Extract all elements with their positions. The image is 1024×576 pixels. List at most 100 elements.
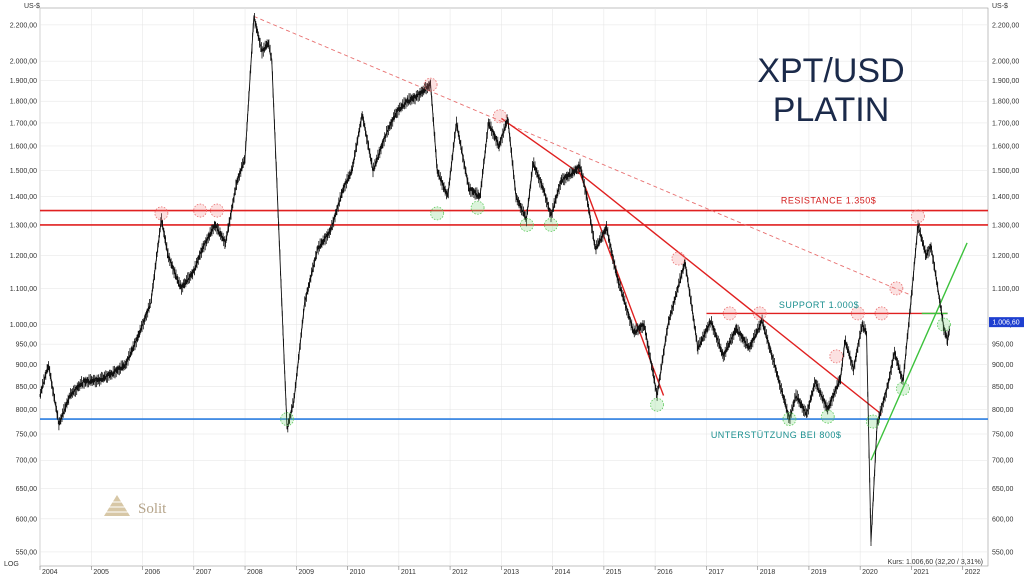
x-tick-label: 2011 <box>401 569 416 576</box>
y-tick-label: 1.200,00 <box>10 253 37 260</box>
trendline <box>253 15 912 296</box>
pyramid-icon <box>104 495 130 516</box>
y-tick-label: 600,00 <box>16 516 38 523</box>
trendline <box>870 242 968 461</box>
y-tick-label: 800,00 <box>992 407 1014 414</box>
resistance-marker <box>193 203 208 218</box>
chart-title: XPT/USD <box>757 52 904 90</box>
resistance-marker <box>850 306 865 321</box>
support-marker <box>782 412 797 426</box>
resistance-marker <box>722 306 737 321</box>
x-tick-label: 2018 <box>760 569 776 576</box>
support-marker <box>430 206 445 221</box>
resistance-marker <box>911 209 925 224</box>
x-tick-label: 2021 <box>914 569 930 576</box>
y-tick-label: 950,00 <box>992 342 1014 349</box>
support-marker <box>937 317 951 332</box>
support-marker <box>519 218 534 232</box>
last-price-tag: 1.006,60 <box>989 317 1024 328</box>
x-tick-label: 2012 <box>452 569 468 576</box>
y-tick-label: 600,00 <box>992 516 1014 523</box>
y-tick-label: 1.400,00 <box>10 194 37 201</box>
y-axis-left: 550,00 600,00 650,00 700,00 750,00 800,00 850,… <box>10 22 37 556</box>
trendline <box>501 117 583 177</box>
price-series <box>39 13 951 546</box>
support-marker <box>470 200 485 215</box>
support-annotation: SUPPORT 1.000$ <box>779 300 859 310</box>
y-tick-label: 1.900,00 <box>992 78 1019 85</box>
resistance-marker <box>874 306 889 321</box>
y-tick-label: 850,00 <box>992 384 1014 391</box>
y-axis-right: 550,00 600,00 650,00 700,00 750,00 800,00 850,… <box>992 22 1019 556</box>
resistance-marker <box>889 281 904 296</box>
y-tick-label: 1.900,00 <box>10 78 37 85</box>
logo-text: Solit <box>138 501 167 517</box>
support-marker <box>820 409 835 424</box>
y-tick-label: 1.500,00 <box>992 168 1019 175</box>
chart-subtitle: PLATIN <box>773 91 890 129</box>
y-tick-label: 550,00 <box>992 549 1014 556</box>
y-tick-label: 750,00 <box>16 432 38 439</box>
resistance-annotation: RESISTANCE 1.350$ <box>781 196 876 206</box>
y-tick-label: 1.500,00 <box>10 168 37 175</box>
y-tick-label: 800,00 <box>16 407 38 414</box>
y-tick-label: 550,00 <box>16 549 38 556</box>
x-tick-label: 2016 <box>657 569 673 576</box>
support-marker <box>544 218 558 232</box>
y-tick-label: 950,00 <box>16 342 38 349</box>
y-tick-label: 1.300,00 <box>992 222 1019 229</box>
x-tick-label: 2013 <box>503 569 519 576</box>
x-tick-label: 2020 <box>862 569 878 576</box>
resistance-marker <box>210 203 224 218</box>
y-tick-label: 1.700,00 <box>992 120 1019 127</box>
x-tick-label: 2014 <box>555 569 571 576</box>
y-tick-label: 1.300,00 <box>10 222 37 229</box>
resistance-marker <box>154 206 169 221</box>
support-marker <box>280 412 295 426</box>
y-tick-label: 1.200,00 <box>992 253 1019 260</box>
resistance-marker <box>492 109 507 124</box>
x-tick-label: 2007 <box>196 569 212 576</box>
y-tick-label: 1.400,00 <box>992 194 1019 201</box>
y-tick-label: 700,00 <box>992 458 1014 465</box>
pivot-markers <box>154 77 951 429</box>
y-tick-label: 2.200,00 <box>992 22 1019 29</box>
kurs-footer: Kurs: 1.006,60 (32,20 / 3,31%) <box>888 559 983 566</box>
y-tick-label: 750,00 <box>992 432 1014 439</box>
x-tick-label: 2022 <box>965 569 981 576</box>
x-tick-label: 2004 <box>42 569 58 576</box>
y-tick-label: 2.000,00 <box>10 59 37 66</box>
scale-label: LOG <box>4 561 19 568</box>
y-tick-label: 700,00 <box>16 458 38 465</box>
solit-logo: Solit <box>104 495 167 517</box>
trendline <box>581 175 882 415</box>
y-tick-label: 1.600,00 <box>10 143 37 150</box>
floor-annotation: UNTERSTÜTZUNG BEI 800$ <box>711 430 842 440</box>
y-tick-label: 1.600,00 <box>992 143 1019 150</box>
support-marker <box>650 397 664 412</box>
resistance-marker <box>671 251 686 266</box>
y-tick-label: 650,00 <box>992 486 1014 493</box>
trendlines <box>253 15 968 461</box>
x-tick-label: 2008 <box>247 569 263 576</box>
x-tick-label: 2005 <box>93 569 109 576</box>
x-tick-label: 2006 <box>145 569 161 576</box>
y-tick-label: 900,00 <box>16 362 38 369</box>
y-unit-left: US-$ <box>24 3 40 10</box>
x-tick-label: 2009 <box>298 569 314 576</box>
svg-text:1.006,60: 1.006,60 <box>992 320 1019 327</box>
y-tick-label: 900,00 <box>992 362 1014 369</box>
y-tick-label: 1.800,00 <box>10 99 37 106</box>
x-axis: 2004 2005 2006 2007 2008 2009 2010 2011 2012 2013… <box>39 566 981 576</box>
y-unit-right: US-$ <box>992 3 1008 10</box>
y-tick-label: 850,00 <box>16 384 38 391</box>
price-line <box>39 16 951 542</box>
y-tick-label: 2.200,00 <box>10 22 37 29</box>
support-marker <box>896 381 910 396</box>
y-tick-label: 650,00 <box>16 486 38 493</box>
x-tick-label: 2015 <box>606 569 622 576</box>
y-tick-label: 1.100,00 <box>992 286 1019 293</box>
resistance-marker <box>423 77 438 92</box>
y-tick-label: 2.000,00 <box>992 59 1019 66</box>
